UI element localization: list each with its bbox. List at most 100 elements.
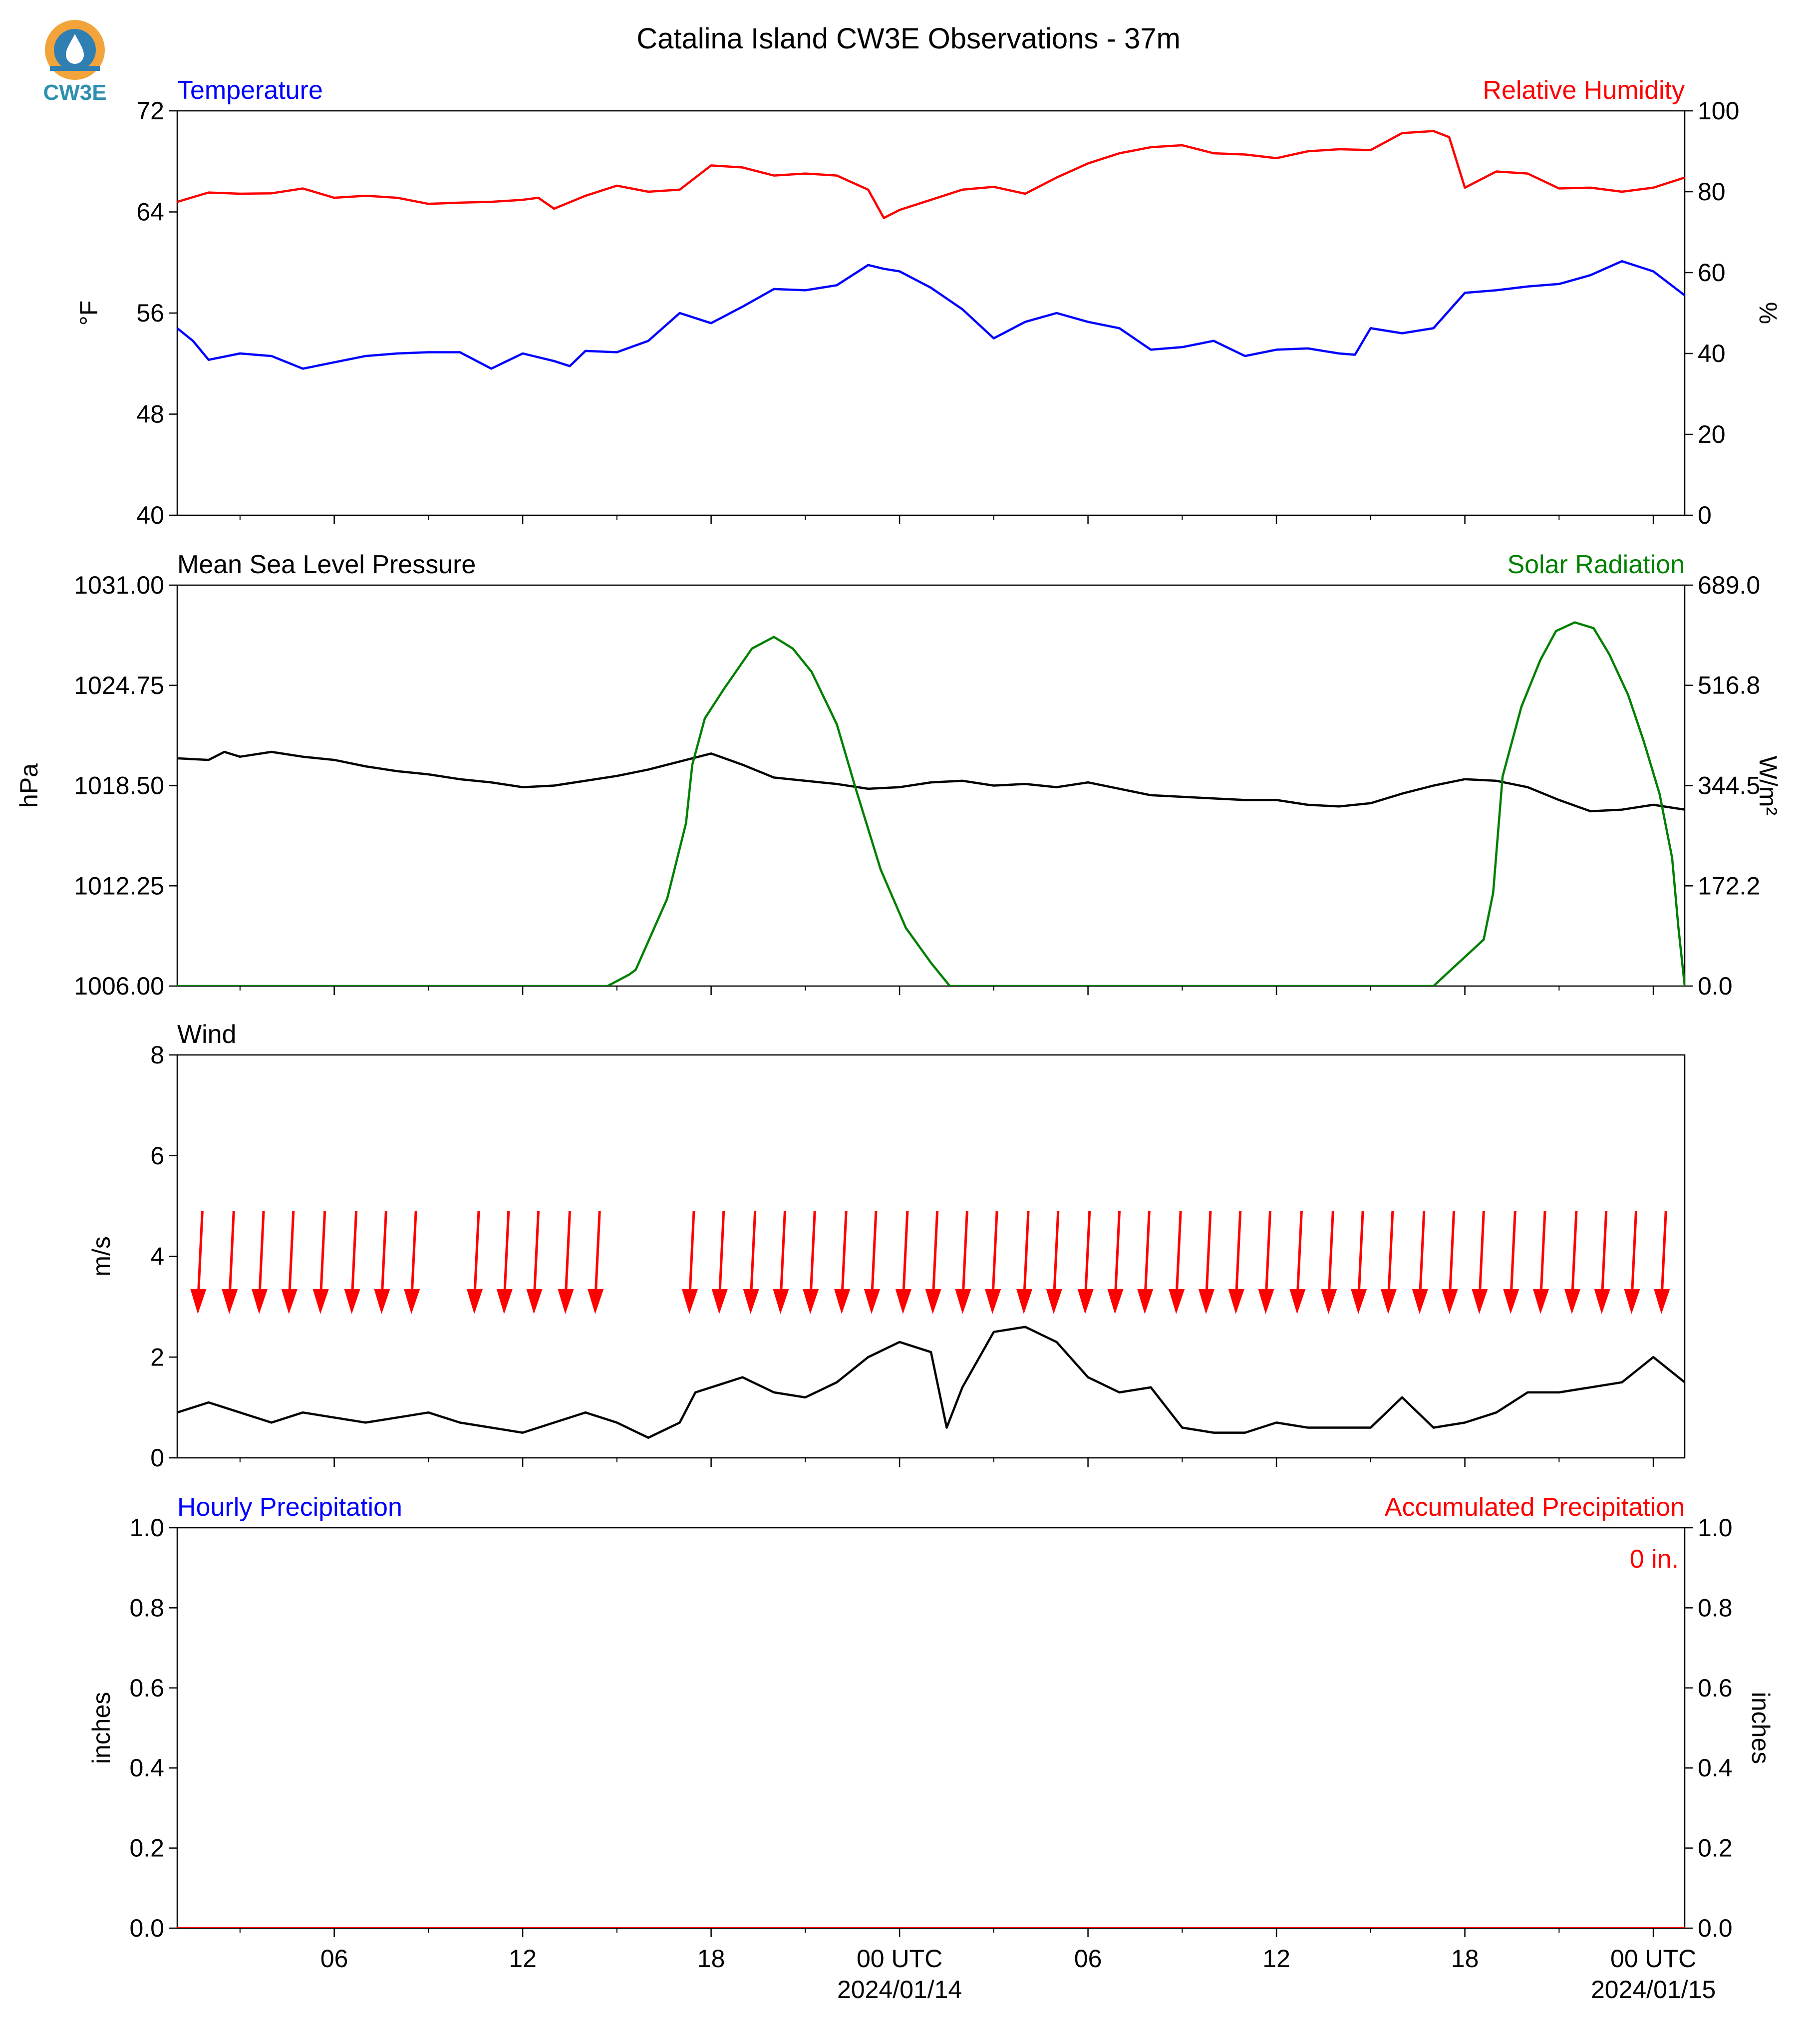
y-tick-label-right: 20	[1698, 420, 1726, 448]
wind-arrow	[681, 1211, 698, 1315]
x-date-label: 2024/01/14	[837, 1976, 962, 2004]
wind-arrow-head	[834, 1289, 851, 1315]
wind-arrow	[1412, 1211, 1428, 1315]
y-tick-label-right: 1.0	[1698, 1514, 1733, 1542]
wind-arrow	[252, 1211, 268, 1315]
y-tick-label-left: 72	[136, 97, 164, 125]
y-tick-label-left: 0.2	[129, 1834, 164, 1862]
wind-arrow-head	[252, 1289, 268, 1315]
wind-arrow-shaft	[1357, 1211, 1364, 1295]
wind-arrow-head	[681, 1289, 698, 1315]
wind-arrow-head	[1472, 1289, 1488, 1315]
y-tick-label-right: 0.8	[1698, 1594, 1733, 1622]
wind-arrow-head	[1258, 1289, 1274, 1315]
wind-arrow-shaft	[841, 1211, 848, 1295]
wind-arrow-head	[1412, 1289, 1428, 1315]
wind-arrow-shaft	[351, 1211, 358, 1295]
wind-arrow-shaft	[750, 1211, 757, 1295]
wind-arrow-shaft	[1387, 1211, 1394, 1295]
wind-arrow-head	[1564, 1289, 1580, 1315]
wind-arrow-head	[1503, 1289, 1519, 1315]
y-axis-label-left: hPa	[15, 763, 43, 808]
wind-arrow-head	[190, 1289, 207, 1315]
wind-arrow	[558, 1211, 574, 1315]
y-tick-label-left: 1031.00	[74, 571, 164, 599]
wind-arrow-head	[1016, 1289, 1033, 1315]
wind-arrow	[1289, 1211, 1306, 1315]
wind-arrow	[1442, 1211, 1458, 1315]
wind-arrow-shaft	[1235, 1211, 1242, 1295]
wind-arrow-head	[895, 1289, 911, 1315]
y-tick-label-left: 0.4	[129, 1754, 164, 1782]
wind-arrow-shaft	[228, 1211, 235, 1295]
y-tick-label-left: 56	[136, 299, 164, 327]
wind-arrow-head	[558, 1289, 574, 1315]
wind-arrow-head	[467, 1289, 483, 1315]
wind-arrow-head	[925, 1289, 941, 1315]
wind-arrow	[1228, 1211, 1244, 1315]
series-line-1	[177, 130, 1685, 219]
wind-arrow-head	[312, 1289, 329, 1315]
wind-arrow	[588, 1211, 604, 1315]
wind-arrow-shaft	[718, 1211, 725, 1295]
y-axis-label-right: %	[1754, 302, 1782, 324]
wind-arrow	[1016, 1211, 1033, 1315]
wind-arrow-shaft	[1601, 1211, 1608, 1295]
panel-pressure_solar: 1006.00 1012.25 1018.50 1024.75 1031.00 0.0 17…	[15, 550, 1782, 1000]
y-tick-label-right: 172.2	[1698, 872, 1760, 900]
y-tick-label-right: 516.8	[1698, 672, 1760, 699]
x-tick-label: 18	[697, 1945, 725, 1973]
wind-arrow	[1258, 1211, 1274, 1315]
wind-arrow-shaft	[1660, 1211, 1667, 1295]
wind-arrow-shaft	[1053, 1211, 1060, 1295]
x-date-label: 2024/01/15	[1591, 1976, 1716, 2004]
wind-arrow	[344, 1211, 360, 1315]
y-tick-label-right: 0.0	[1698, 1914, 1733, 1942]
panel-title-right: Relative Humidity	[1483, 76, 1685, 105]
x-tick-label: 00 UTC	[1610, 1945, 1696, 1973]
wind-arrow	[895, 1211, 911, 1315]
wind-arrow-shaft	[1296, 1211, 1303, 1295]
wind-arrow-head	[374, 1289, 390, 1315]
panel-title-right: Solar Radiation	[1507, 550, 1685, 579]
wind-arrow-head	[344, 1289, 360, 1315]
wind-arrow	[281, 1211, 298, 1315]
wind-arrow	[312, 1211, 329, 1315]
panel-wind: 0 2 4 6 8 Wind m/s	[87, 1020, 1686, 1472]
y-tick-label-right: 0	[1698, 501, 1712, 529]
wind-arrow	[1533, 1211, 1549, 1315]
panel-title-left: Mean Sea Level Pressure	[177, 550, 476, 579]
y-tick-label-left: 1006.00	[74, 972, 164, 1000]
y-tick-label-right: 80	[1698, 178, 1726, 206]
y-tick-label-right: 0.4	[1698, 1754, 1733, 1782]
panel-title-left: Temperature	[177, 76, 323, 105]
wind-arrow-head	[1289, 1289, 1306, 1315]
wind-arrow-shaft	[1510, 1211, 1517, 1295]
wind-arrow-head	[526, 1289, 543, 1315]
y-tick-label-left: 0.8	[129, 1594, 164, 1622]
wind-arrow-shaft	[688, 1211, 695, 1295]
wind-arrow-shaft	[1327, 1211, 1334, 1295]
panel-title-left: Wind	[177, 1020, 236, 1049]
panel-precipitation: 0.0 0.2 0.4 0.6 0.8 1.0 0.0 0.2 0.4 0.6 0.8 1.0 Hour…	[87, 1493, 1775, 2004]
wind-arrow-shaft	[564, 1211, 571, 1295]
x-tick-label: 06	[1074, 1945, 1102, 1973]
wind-arrow	[711, 1211, 728, 1315]
y-tick-label-left: 4	[150, 1243, 164, 1271]
wind-arrow-shaft	[533, 1211, 540, 1295]
wind-arrow-shaft	[1571, 1211, 1578, 1295]
wind-arrow-head	[773, 1289, 789, 1315]
wind-arrow	[1624, 1211, 1640, 1315]
wind-arrow-head	[588, 1289, 604, 1315]
y-axis-label-right: W/m²	[1754, 756, 1782, 815]
wind-arrow-head	[1654, 1289, 1670, 1315]
series-line-1	[177, 621, 1685, 986]
y-tick-label-left: 64	[136, 198, 164, 226]
logo-wave	[50, 66, 100, 71]
wind-arrow-shaft	[1265, 1211, 1271, 1295]
wind-arrow	[1107, 1211, 1124, 1315]
y-tick-label-left: 1.0	[129, 1514, 164, 1542]
y-tick-label-right: 0.0	[1698, 972, 1733, 1000]
wind-arrow	[1503, 1211, 1519, 1315]
